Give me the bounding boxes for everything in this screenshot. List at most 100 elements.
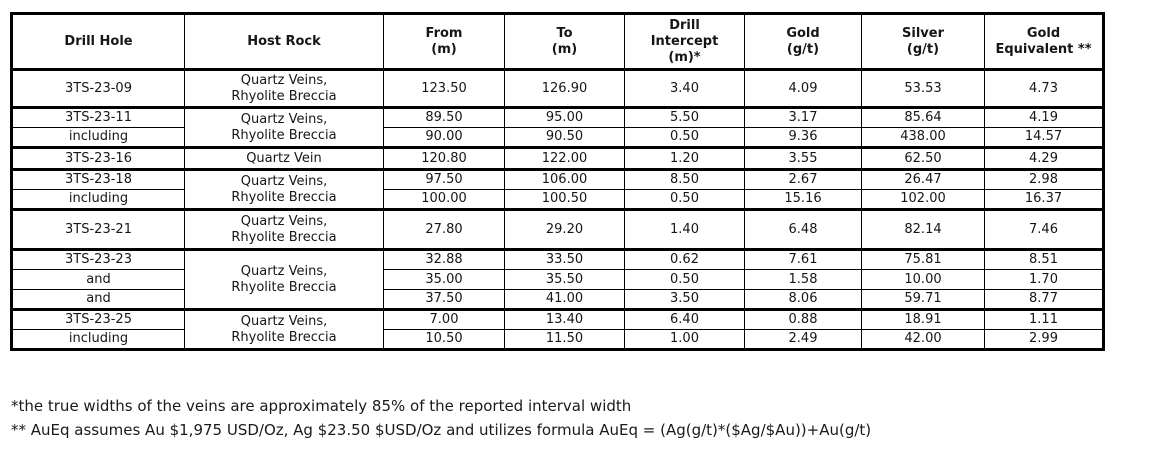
- to-cell: 106.00: [504, 168, 625, 190]
- intercept-cell: 1.40: [624, 208, 745, 250]
- gold-cell: 7.61: [744, 248, 862, 270]
- table-row: 3TS-23-18 Quartz Veins, Rhyolite Breccia…: [11, 168, 1104, 210]
- table-row: 3TS-23-23 Quartz Veins, Rhyolite Breccia…: [11, 248, 1104, 310]
- drill-hole-cell: including: [11, 189, 185, 210]
- intercept-cell: 0.62: [624, 248, 745, 270]
- gold-equivalent-cell: 16.37: [984, 189, 1104, 210]
- drill-hole-cell: 3TS-23-18: [11, 168, 185, 190]
- silver-cell: 85.64: [861, 106, 985, 128]
- silver-cell: 42.00: [861, 329, 985, 350]
- to-cell: 11.50: [504, 329, 625, 350]
- to-cell: 90.50: [504, 127, 625, 148]
- silver-cell: 18.91: [861, 308, 985, 330]
- from-cell: 35.00: [383, 269, 505, 290]
- drill-hole-cell: and: [11, 289, 185, 310]
- gold-cell: 8.06: [744, 289, 862, 310]
- intercept-cell: 1.20: [624, 146, 745, 170]
- gold-equivalent-cell: 7.46: [984, 208, 1104, 250]
- drill-hole-cell: including: [11, 127, 185, 148]
- to-cell: 95.00: [504, 106, 625, 128]
- host-rock-cell: Quartz Vein: [184, 146, 384, 170]
- intercept-cell: 3.40: [624, 68, 745, 108]
- silver-cell: 53.53: [861, 68, 985, 108]
- silver-cell: 59.71: [861, 289, 985, 310]
- to-cell: 41.00: [504, 289, 625, 310]
- to-cell: 100.50: [504, 189, 625, 210]
- drill-hole-cell: 3TS-23-23: [11, 248, 185, 270]
- drill-results-table: Drill Hole Host Rock From (m) To (m) Dri…: [10, 12, 1105, 351]
- from-cell: 7.00: [383, 308, 505, 330]
- col-header-drill-intercept: Drill Intercept (m)*: [624, 13, 745, 71]
- gold-equivalent-cell: 14.57: [984, 127, 1104, 148]
- from-cell: 123.50: [383, 68, 505, 108]
- footnotes: *the true widths of the veins are approx…: [11, 394, 871, 442]
- gold-cell: 15.16: [744, 189, 862, 210]
- gold-equivalent-cell: 2.99: [984, 329, 1104, 350]
- intercept-cell: 5.50: [624, 106, 745, 128]
- gold-cell: 2.67: [744, 168, 862, 190]
- table-row: 3TS-23-21 Quartz Veins, Rhyolite Breccia…: [11, 208, 1104, 250]
- silver-cell: 82.14: [861, 208, 985, 250]
- gold-cell: 2.49: [744, 329, 862, 350]
- table-row: including 10.50 11.50 1.00 2.49 42.00 2.…: [11, 329, 1104, 350]
- from-cell: 27.80: [383, 208, 505, 250]
- host-rock-cell: Quartz Veins, Rhyolite Breccia: [184, 248, 384, 310]
- col-header-gold-equivalent: Gold Equivalent **: [984, 13, 1104, 71]
- gold-equivalent-cell: 4.73: [984, 68, 1104, 108]
- silver-cell: 26.47: [861, 168, 985, 190]
- silver-cell: 102.00: [861, 189, 985, 210]
- intercept-cell: 1.00: [624, 329, 745, 350]
- host-rock-cell: Quartz Veins, Rhyolite Breccia: [184, 308, 384, 350]
- silver-cell: 438.00: [861, 127, 985, 148]
- gold-equivalent-cell: 1.70: [984, 269, 1104, 290]
- table-row: and 35.00 35.50 0.50 1.58 10.00 1.70: [11, 269, 1104, 290]
- col-header-to: To (m): [504, 13, 625, 71]
- host-rock-cell: Quartz Veins, Rhyolite Breccia: [184, 208, 384, 250]
- col-header-gold: Gold (g/t): [744, 13, 862, 71]
- drill-hole-cell: 3TS-23-25: [11, 308, 185, 330]
- footnote-aueq-formula: ** AuEq assumes Au $1,975 USD/Oz, Ag $23…: [11, 421, 872, 439]
- from-cell: 97.50: [383, 168, 505, 190]
- to-cell: 122.00: [504, 146, 625, 170]
- drill-hole-cell: 3TS-23-16: [11, 146, 185, 170]
- drill-hole-cell: and: [11, 269, 185, 290]
- col-header-drill-hole: Drill Hole: [11, 13, 185, 71]
- gold-equivalent-cell: 8.51: [984, 248, 1104, 270]
- to-cell: 29.20: [504, 208, 625, 250]
- table-row: 3TS-23-25 Quartz Veins, Rhyolite Breccia…: [11, 308, 1104, 350]
- from-cell: 32.88: [383, 248, 505, 270]
- silver-cell: 75.81: [861, 248, 985, 270]
- to-cell: 35.50: [504, 269, 625, 290]
- drill-hole-cell: 3TS-23-21: [11, 208, 185, 250]
- table-row: including 100.00 100.50 0.50 15.16 102.0…: [11, 189, 1104, 210]
- intercept-cell: 0.50: [624, 189, 745, 210]
- table-row: 3TS-23-16 Quartz Vein 120.80 122.00 1.20…: [11, 146, 1104, 170]
- to-cell: 126.90: [504, 68, 625, 108]
- drill-hole-cell: including: [11, 329, 185, 350]
- col-header-host-rock: Host Rock: [184, 13, 384, 71]
- gold-cell: 6.48: [744, 208, 862, 250]
- gold-equivalent-cell: 8.77: [984, 289, 1104, 310]
- gold-equivalent-cell: 4.29: [984, 146, 1104, 170]
- from-cell: 90.00: [383, 127, 505, 148]
- intercept-cell: 0.50: [624, 127, 745, 148]
- footnote-true-width: *the true widths of the veins are approx…: [11, 397, 632, 415]
- gold-cell: 3.55: [744, 146, 862, 170]
- intercept-cell: 8.50: [624, 168, 745, 190]
- gold-cell: 4.09: [744, 68, 862, 108]
- from-cell: 10.50: [383, 329, 505, 350]
- table-row: including 90.00 90.50 0.50 9.36 438.00 1…: [11, 127, 1104, 148]
- from-cell: 37.50: [383, 289, 505, 310]
- gold-cell: 0.88: [744, 308, 862, 330]
- col-header-silver: Silver (g/t): [861, 13, 985, 71]
- col-header-from: From (m): [383, 13, 505, 71]
- silver-cell: 10.00: [861, 269, 985, 290]
- from-cell: 100.00: [383, 189, 505, 210]
- from-cell: 120.80: [383, 146, 505, 170]
- table-header-row: Drill Hole Host Rock From (m) To (m) Dri…: [11, 13, 1104, 71]
- intercept-cell: 0.50: [624, 269, 745, 290]
- table-row: and 37.50 41.00 3.50 8.06 59.71 8.77: [11, 289, 1104, 310]
- host-rock-cell: Quartz Veins, Rhyolite Breccia: [184, 106, 384, 148]
- host-rock-cell: Quartz Veins, Rhyolite Breccia: [184, 168, 384, 210]
